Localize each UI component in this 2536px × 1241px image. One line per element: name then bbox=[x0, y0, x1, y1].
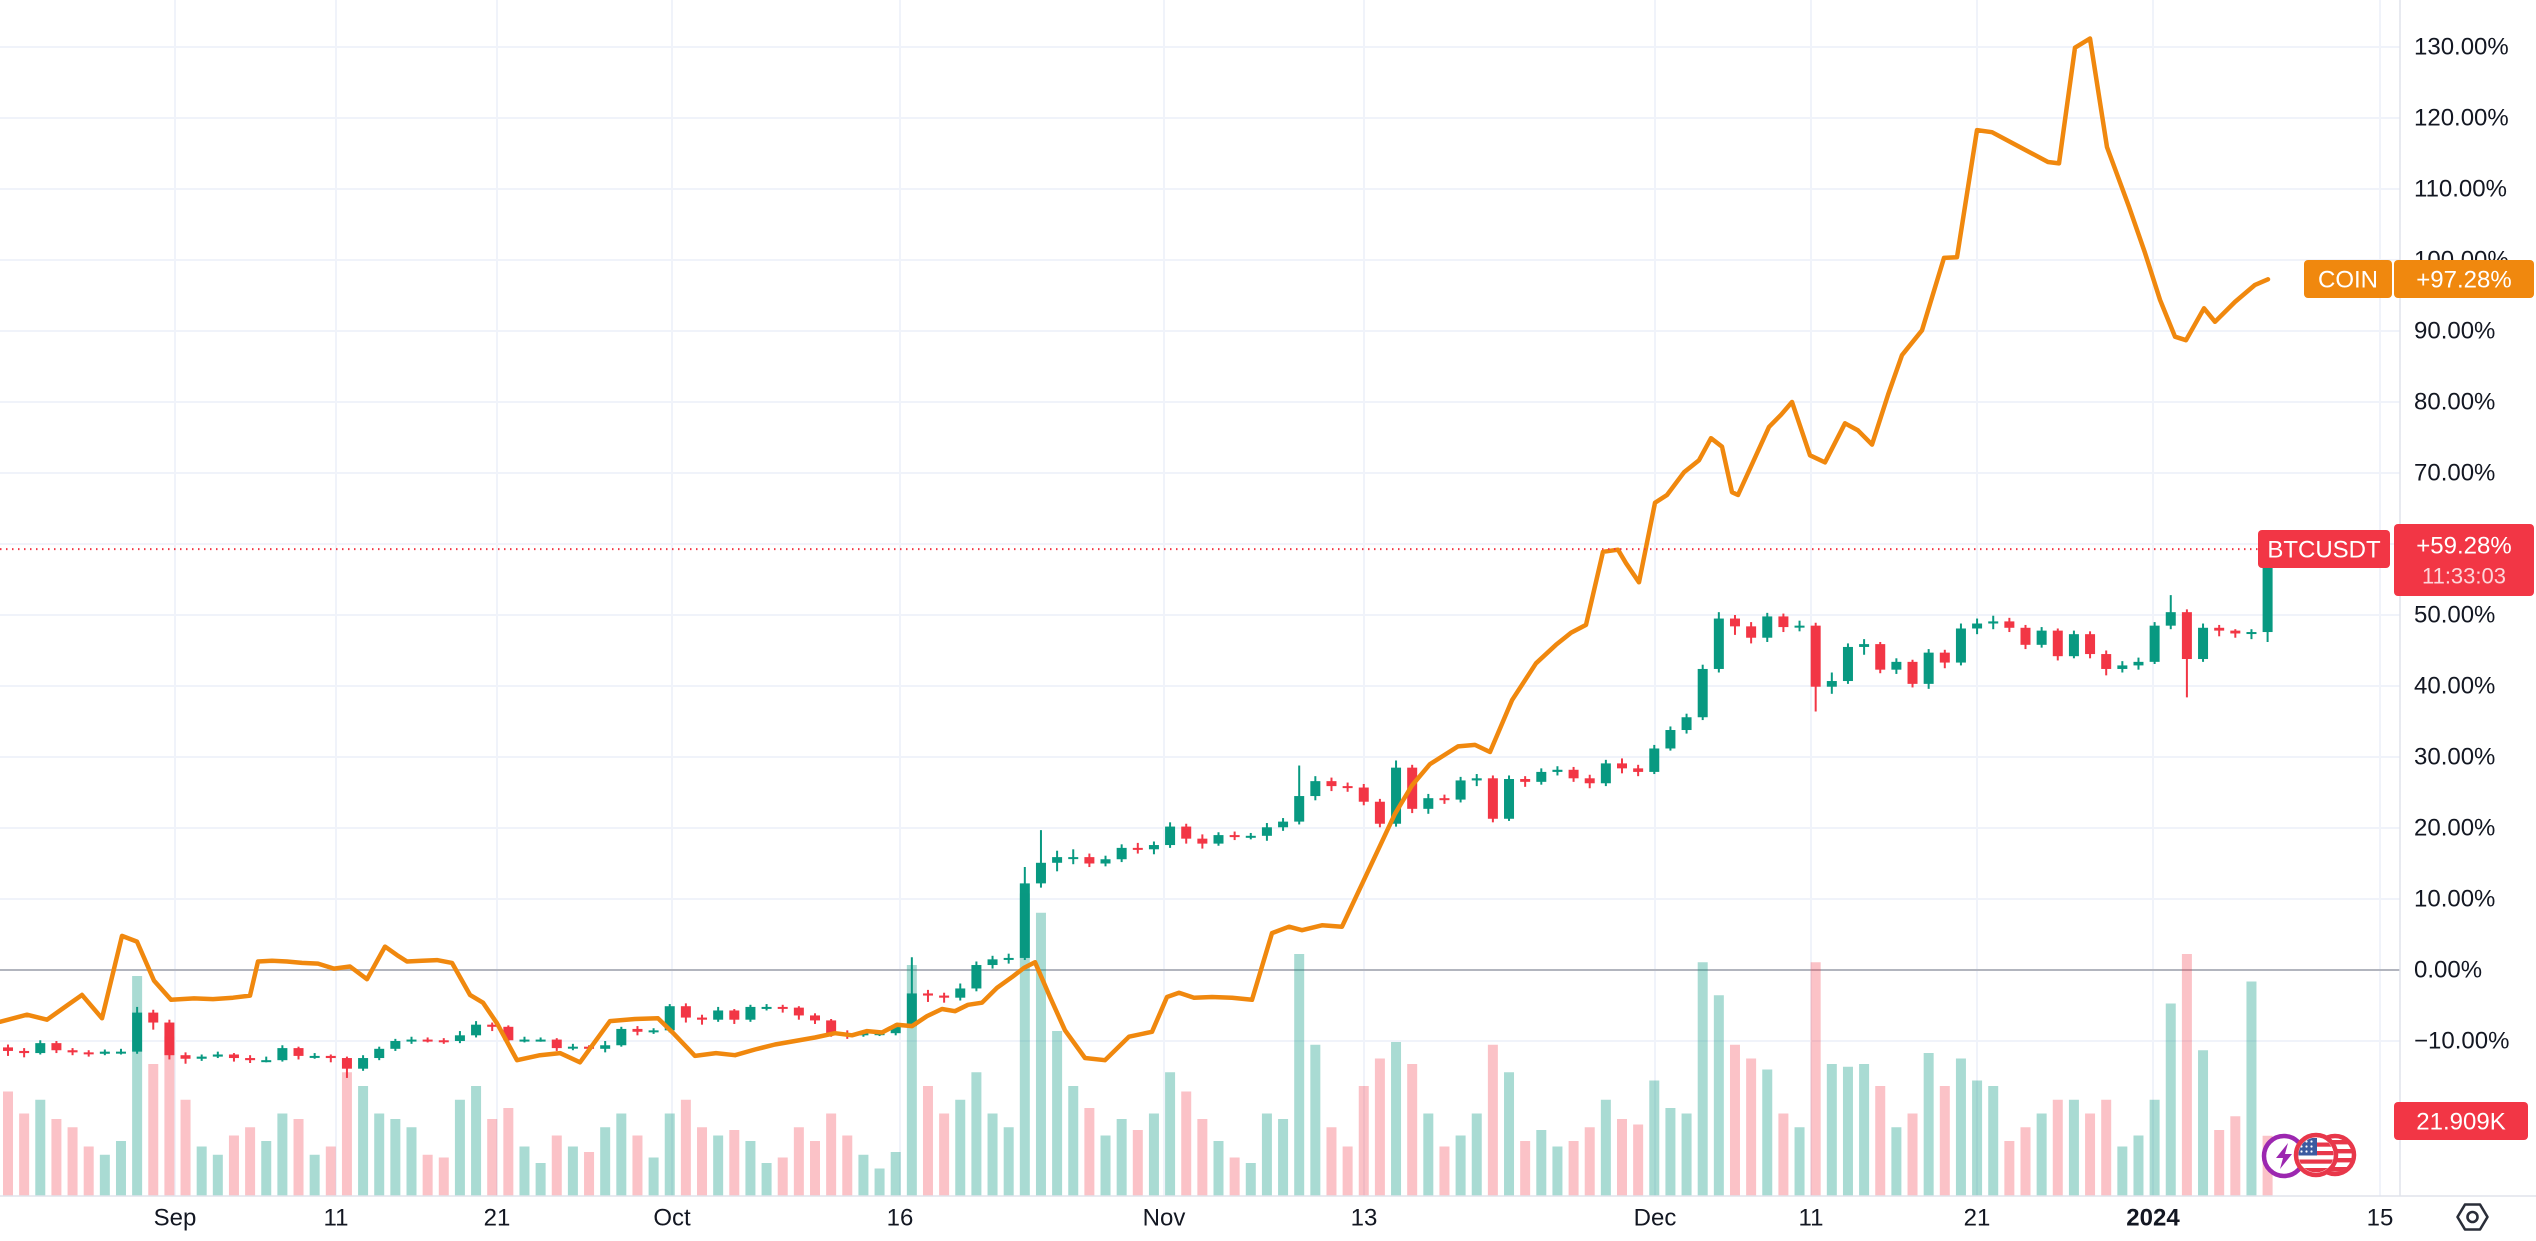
coin-price-badge: COIN +97.28% bbox=[2304, 260, 2534, 298]
comparison-line-series bbox=[0, 36, 2271, 1065]
time-axis-label: 15 bbox=[2367, 1205, 2394, 1232]
btcusdt-price-badge: BTCUSDT +59.28% 11:33:03 bbox=[2258, 524, 2534, 596]
svg-text:30.00%: 30.00% bbox=[2414, 744, 2495, 771]
time-axis-label: 11 bbox=[324, 1205, 349, 1232]
time-axis-label: 16 bbox=[887, 1205, 914, 1232]
svg-text:40.00%: 40.00% bbox=[2414, 673, 2495, 700]
time-axis-label: 11 bbox=[1799, 1205, 1824, 1232]
svg-text:90.00%: 90.00% bbox=[2414, 318, 2495, 345]
volume-badge: 21.909K bbox=[2394, 1102, 2528, 1140]
time-axis-label: 21 bbox=[484, 1205, 511, 1232]
candlestick-series bbox=[3, 544, 2273, 1078]
svg-text:130.00%: 130.00% bbox=[2414, 34, 2509, 61]
svg-text:70.00%: 70.00% bbox=[2414, 460, 2495, 487]
svg-text:20.00%: 20.00% bbox=[2414, 815, 2495, 842]
volume-value: 21.909K bbox=[2416, 1109, 2505, 1136]
time-axis-label: Sep bbox=[154, 1205, 197, 1232]
grid-lines bbox=[0, 0, 2400, 1196]
svg-text:80.00%: 80.00% bbox=[2414, 389, 2495, 416]
time-axis-label: 2024 bbox=[2126, 1205, 2180, 1232]
svg-text:120.00%: 120.00% bbox=[2414, 105, 2509, 132]
volume-series bbox=[3, 893, 2273, 1196]
time-axis-label: Oct bbox=[653, 1205, 691, 1232]
time-axis-label: Dec bbox=[1634, 1205, 1677, 1232]
coin-change-value: +97.28% bbox=[2416, 267, 2511, 294]
svg-text:50.00%: 50.00% bbox=[2414, 602, 2495, 629]
us-flag-event-icon[interactable] bbox=[2293, 1132, 2339, 1178]
time-axis-label: 13 bbox=[1351, 1205, 1378, 1232]
event-markers bbox=[2261, 1132, 2357, 1179]
btcusdt-change-value: +59.28% bbox=[2416, 533, 2511, 560]
btcusdt-symbol-label: BTCUSDT bbox=[2267, 537, 2381, 564]
svg-text:10.00%: 10.00% bbox=[2414, 886, 2495, 913]
svg-text:110.00%: 110.00% bbox=[2414, 176, 2507, 203]
coin-symbol-label: COIN bbox=[2318, 267, 2378, 294]
time-axis-label: Nov bbox=[1143, 1205, 1186, 1232]
time-axis-label: 21 bbox=[1964, 1205, 1991, 1232]
svg-text:−10.00%: −10.00% bbox=[2414, 1028, 2509, 1055]
btcusdt-countdown: 11:33:03 bbox=[2422, 564, 2506, 589]
time-axis-background bbox=[0, 1196, 2536, 1236]
settings-gear-icon[interactable] bbox=[2456, 1203, 2489, 1231]
svg-text:0.00%: 0.00% bbox=[2414, 957, 2482, 984]
price-axis-background bbox=[2400, 0, 2536, 1236]
time-axis[interactable]: Sep 11 21 Oct 16 Nov 13 Dec 11 21 2024 15 bbox=[154, 1205, 2394, 1232]
